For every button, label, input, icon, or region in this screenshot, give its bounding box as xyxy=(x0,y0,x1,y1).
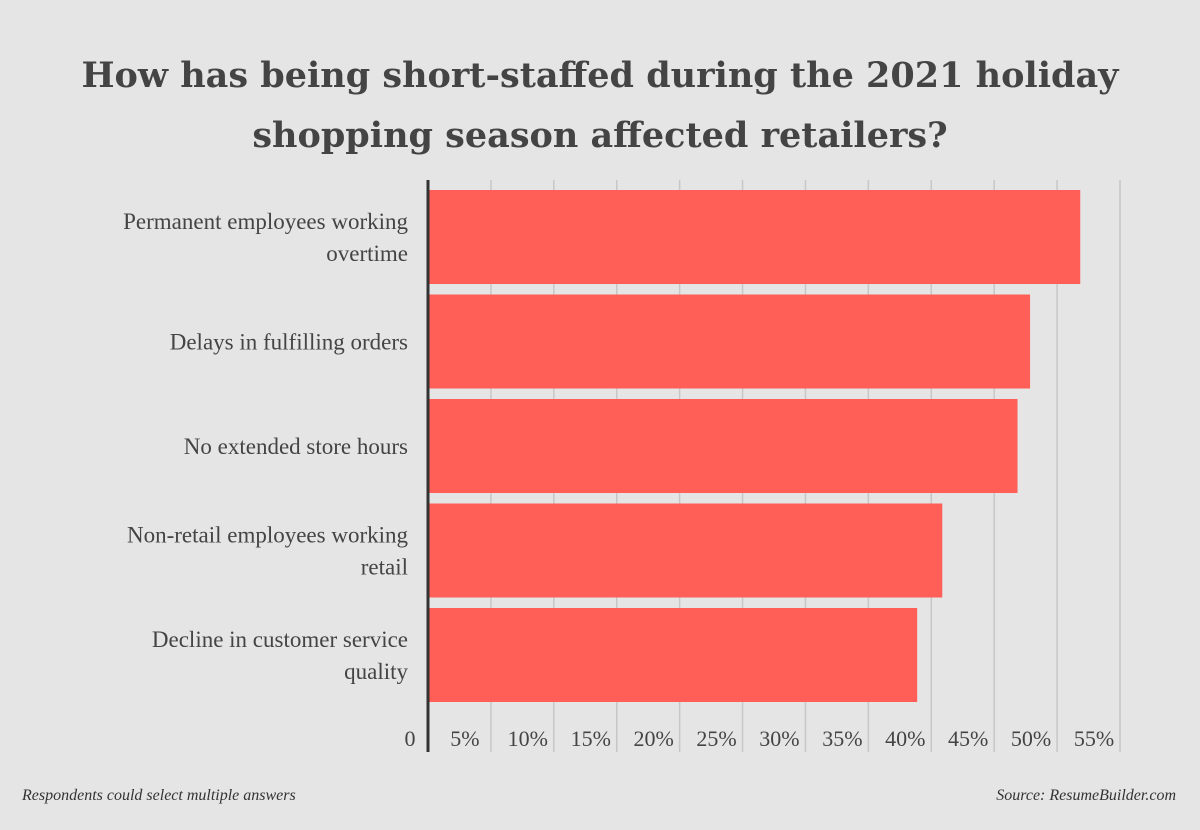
category-label: quality xyxy=(344,659,408,684)
category-label: Non-retail employees working xyxy=(127,523,409,548)
chart-title-line-1: How has being short-staffed during the 2… xyxy=(81,55,1119,96)
bar xyxy=(428,608,918,702)
x-tick-label: 55% xyxy=(1074,726,1114,751)
bar xyxy=(428,503,943,598)
x-tick-label: 25% xyxy=(696,726,736,751)
x-tick-label: 5% xyxy=(450,726,479,751)
category-label: No extended store hours xyxy=(184,434,408,459)
x-tick-label: 0 xyxy=(405,726,416,751)
x-tick-label: 30% xyxy=(759,726,799,751)
chart-title-line-2: shopping season affected retailers? xyxy=(252,115,948,156)
category-label: Delays in fulfilling orders xyxy=(170,330,408,355)
chart-title: How has being short-staffed during the 2… xyxy=(0,46,1200,166)
bar xyxy=(428,294,1031,389)
x-tick-label: 10% xyxy=(508,726,548,751)
category-label: overtime xyxy=(326,241,408,266)
source-credit: Source: ResumeBuilder.com xyxy=(996,787,1176,804)
category-label: retail xyxy=(361,555,408,580)
x-tick-label: 40% xyxy=(885,726,925,751)
category-label: Decline in customer service xyxy=(152,627,408,652)
x-tick-label: 15% xyxy=(571,726,611,751)
x-tick-label: 50% xyxy=(1011,726,1051,751)
bar xyxy=(428,399,1018,493)
category-label: Permanent employees working xyxy=(123,209,408,234)
x-tick-label: 45% xyxy=(948,726,988,751)
x-tick-label: 35% xyxy=(822,726,862,751)
x-tick-label: 20% xyxy=(633,726,673,751)
footnote: Respondents could select multiple answer… xyxy=(22,787,296,804)
bar xyxy=(428,190,1081,284)
